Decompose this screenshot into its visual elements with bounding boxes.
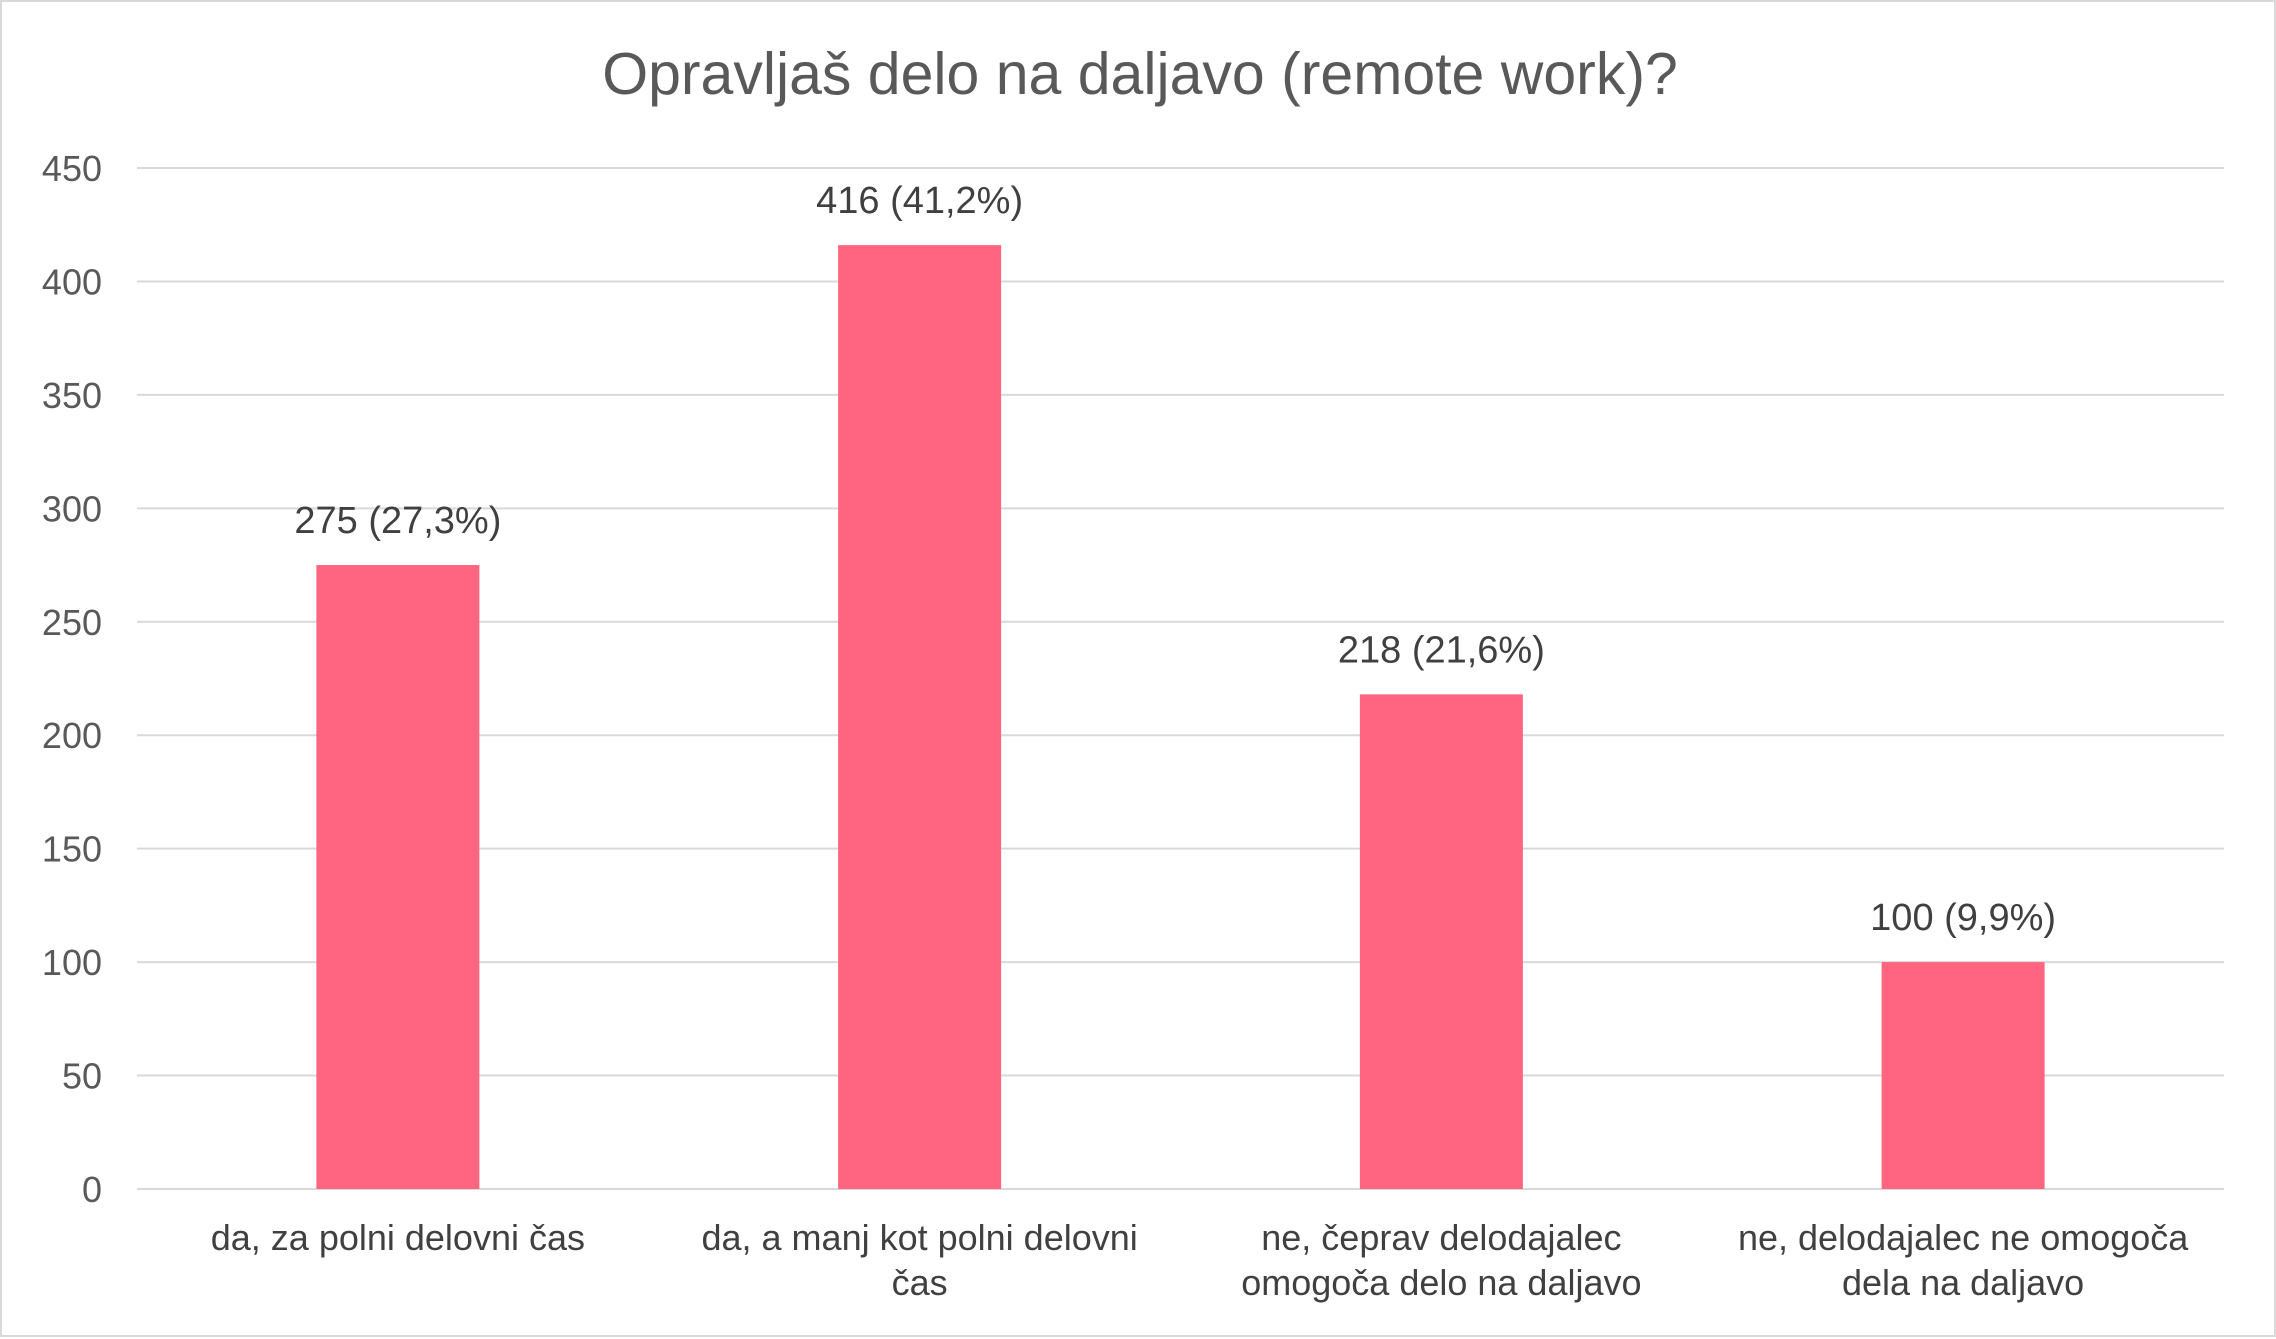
y-tick-label: 150 [42,829,102,870]
category-label: čas [892,1262,948,1303]
gridlines [137,167,2224,1190]
bar [1359,694,1523,1189]
category-label: omogoča delo na daljavo [1241,1262,1641,1303]
category-label: ne, čeprav delodajalec [1261,1217,1621,1258]
category-label: da, za polni delovni čas [211,1217,585,1258]
bar [838,245,1002,1190]
category-label: ne, delodajalec ne omogoča [1738,1217,2189,1258]
y-tick-label: 50 [62,1056,102,1097]
bar [316,565,480,1189]
y-tick-label: 350 [42,375,102,416]
bars [316,245,2045,1190]
y-tick-label: 450 [42,148,102,189]
y-tick-label: 400 [42,261,102,302]
y-tick-label: 300 [42,488,102,529]
data-label: 100 (9,9%) [1870,897,2056,939]
bar [1881,962,2045,1189]
data-label: 416 (41,2%) [816,180,1023,222]
chart-title: Opravljaš delo na daljavo (remote work)? [602,41,1678,107]
y-tick-label: 250 [42,602,102,643]
y-tick-label: 0 [82,1169,102,1210]
data-label: 275 (27,3%) [294,500,501,542]
data-label: 218 (21,6%) [1338,629,1545,671]
y-tick-label: 200 [42,715,102,756]
category-labels: da, za polni delovni čas da, a manj kot p… [211,1217,2190,1303]
data-labels: 275 (27,3%) 416 (41,2%) 218 (21,6%) 100 (9,… [294,180,2056,939]
category-label: da, a manj kot polni delovni [701,1217,1137,1258]
category-label: dela na daljavo [1842,1262,2084,1303]
y-tick-label: 100 [42,942,102,983]
y-axis-tick-labels: 0 50 100 150 200 250 300 350 400 450 [42,148,102,1210]
